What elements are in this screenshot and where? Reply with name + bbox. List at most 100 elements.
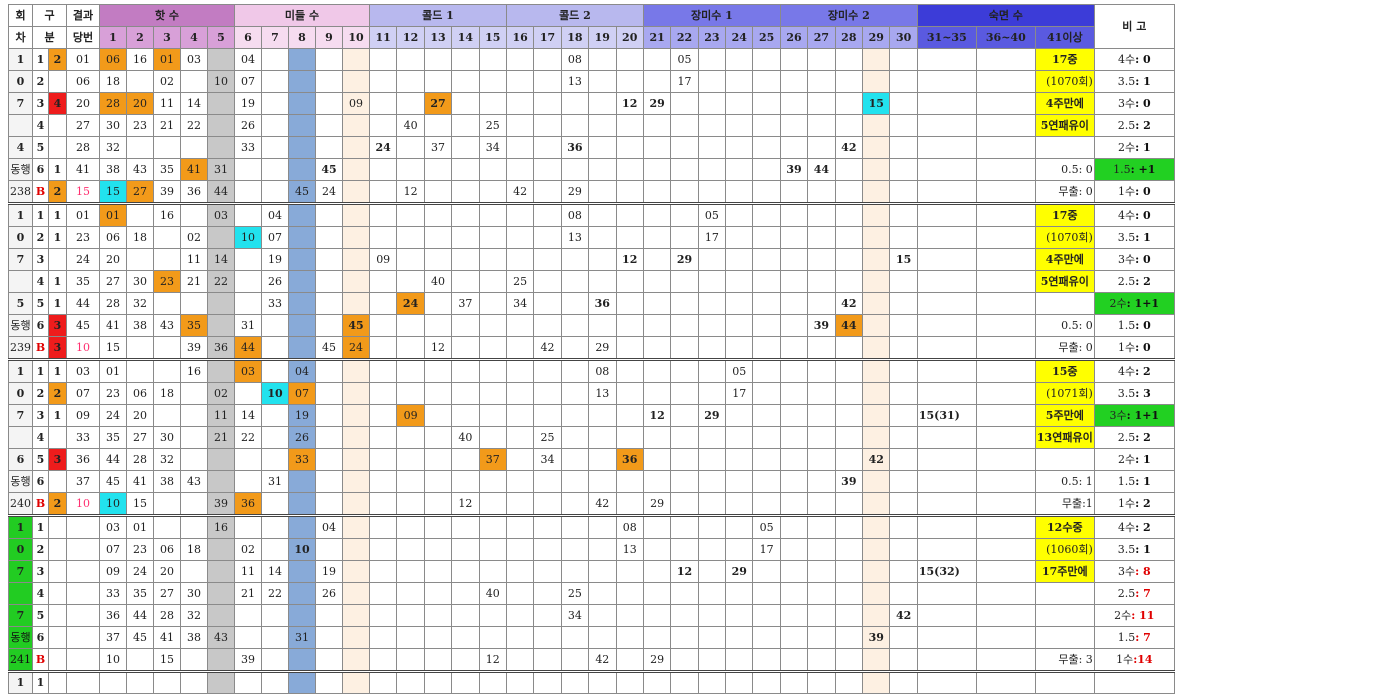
number-cell-14 [451, 514, 480, 539]
table-row: 동행 6 3 45 41 38 43 35 31 45 39 44 0.5: 0 1.5: 0 [8, 314, 1175, 337]
remark-key: 1수 [1117, 184, 1136, 198]
sleep-31-35 [916, 136, 977, 159]
number-cell-12 [396, 48, 425, 71]
round-digit: 0 [8, 226, 33, 249]
remark-key: 1.5 [1113, 162, 1131, 176]
number-cell-17 [533, 670, 562, 694]
number-cell-28 [834, 114, 864, 137]
round-digit: 7 [8, 604, 33, 627]
remark-cell: 3.5: 1 [1093, 538, 1175, 561]
number-cell-16 [505, 648, 535, 672]
number-cell-30: 42 [889, 604, 918, 627]
number-cell-10 [342, 358, 370, 383]
number-cell-7: 33 [261, 292, 289, 315]
number-cell-13 [423, 648, 453, 672]
remark-key: 3.5 [1117, 74, 1136, 88]
round-label: 239 [8, 336, 33, 360]
table-row: 241 B 10 15 39 12 42 29 무출: 3 1수:14 [8, 648, 1175, 672]
table-row: 7 3 24 20 11 14 19 09 12 29 15 4주만에 3수: 0 [8, 248, 1175, 271]
number-cell-9 [315, 314, 343, 337]
number-cell-20 [615, 626, 644, 649]
number-cell-14 [451, 314, 480, 337]
round-digit: 1 [8, 48, 33, 71]
number-cell-18: 08 [560, 48, 590, 71]
number-cell-25 [752, 248, 781, 271]
number-cell-12: 09 [396, 404, 425, 427]
number-cell-12 [396, 538, 425, 561]
number-cell-24 [725, 492, 754, 516]
number-cell-21 [642, 358, 672, 383]
number-cell-30 [889, 470, 918, 493]
number-cell-12 [396, 70, 425, 93]
sleep-header-1: 36~40 [975, 26, 1036, 49]
table-row: 6 5 3 36 44 28 32 33 37 34 36 42 2수: 1 [8, 448, 1175, 471]
header-round: 회 [8, 4, 33, 27]
number-cell-16 [505, 626, 535, 649]
table-row: 1 1 1 01 01 16 03 04 08 05 17중 4수: 0 [8, 202, 1175, 227]
number-cell-29 [862, 202, 891, 227]
number-cell-11 [368, 270, 398, 293]
number-cell-29 [862, 158, 891, 181]
number-cell-8: 45 [288, 180, 316, 204]
category-sub: 2 [48, 382, 67, 405]
number-cell-19 [588, 470, 617, 493]
number-cell-19 [588, 180, 617, 204]
number-cell-27: 44 [807, 158, 836, 181]
sleep-41-plus: (1070회) [1034, 70, 1095, 93]
number-cell-17 [533, 270, 562, 293]
remark-value: :14 [1133, 652, 1153, 666]
number-cell-5 [207, 358, 235, 383]
number-cell-22 [670, 358, 699, 383]
number-cell-12 [396, 136, 425, 159]
number-cell-4: 32 [180, 604, 208, 627]
number-cell-8: 26 [288, 426, 316, 449]
number-cell-26: 39 [779, 158, 809, 181]
table-row: 4 27 30 23 21 22 26 40 25 5연패유이 2.5: 2 [8, 114, 1175, 137]
category-main: 3 [32, 560, 49, 583]
number-cell-16 [505, 426, 535, 449]
number-cell-17 [533, 404, 562, 427]
number-cell-21 [642, 202, 672, 227]
number-cell-3: 01 [153, 48, 181, 71]
number-cell-1: 41 [99, 314, 127, 337]
number-cell-2: 44 [126, 604, 154, 627]
category-main: 4 [32, 582, 49, 605]
number-cell-16 [505, 382, 535, 405]
number-cell-5 [207, 136, 235, 159]
sleep-31-35 [916, 514, 977, 539]
number-cell-24 [725, 314, 754, 337]
number-cell-15 [478, 358, 507, 383]
number-cell-22 [670, 292, 699, 315]
number-cell-11 [368, 604, 398, 627]
number-cell-7 [261, 180, 289, 204]
sleep-41-plus: 0.5: 0 [1034, 314, 1095, 337]
number-cell-16 [505, 582, 535, 605]
number-cell-23 [697, 648, 727, 672]
table-row: 240 B 2 10 10 15 39 36 12 42 29 무출:1 1수: 2 [8, 492, 1175, 516]
sleep-31-35 [916, 648, 977, 672]
remark-cell: 3.5: 1 [1093, 226, 1175, 249]
number-cell-1: 45 [99, 470, 127, 493]
number-cell-8 [288, 270, 316, 293]
category-sub [48, 626, 67, 649]
number-cell-29 [862, 492, 891, 516]
number-cell-6: 39 [234, 648, 262, 672]
number-cell-10: 24 [342, 336, 370, 360]
result-number: 36 [66, 448, 100, 471]
result-number: 20 [66, 92, 100, 115]
number-cell-2: 16 [126, 48, 154, 71]
header-result: 결과 [66, 4, 100, 27]
number-header-30: 30 [889, 26, 918, 49]
number-cell-20 [615, 426, 644, 449]
remark-key: 3.5 [1117, 386, 1136, 400]
sleep-36-40 [975, 382, 1036, 405]
number-cell-28: 39 [834, 470, 864, 493]
sleep-41-plus: 5연패유이 [1034, 114, 1095, 137]
number-cell-29 [862, 314, 891, 337]
number-cell-14 [451, 626, 480, 649]
number-header-12: 12 [396, 26, 425, 49]
number-cell-30 [889, 648, 918, 672]
number-cell-27 [807, 136, 836, 159]
number-cell-11 [368, 158, 398, 181]
round-label [8, 114, 33, 137]
